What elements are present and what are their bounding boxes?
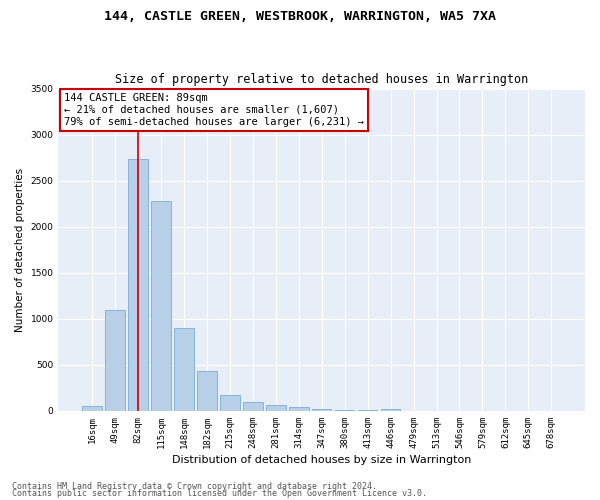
- X-axis label: Distribution of detached houses by size in Warrington: Distribution of detached houses by size …: [172, 455, 472, 465]
- Bar: [289, 408, 308, 411]
- Bar: [381, 408, 400, 411]
- Text: 144, CASTLE GREEN, WESTBROOK, WARRINGTON, WA5 7XA: 144, CASTLE GREEN, WESTBROOK, WARRINGTON…: [104, 10, 496, 23]
- Bar: [358, 410, 377, 411]
- Bar: [82, 406, 102, 411]
- Bar: [106, 310, 125, 411]
- Bar: [197, 372, 217, 411]
- Text: Contains public sector information licensed under the Open Government Licence v3: Contains public sector information licen…: [12, 489, 427, 498]
- Bar: [151, 201, 171, 411]
- Bar: [335, 410, 355, 411]
- Bar: [174, 328, 194, 411]
- Bar: [128, 160, 148, 411]
- Y-axis label: Number of detached properties: Number of detached properties: [15, 168, 25, 332]
- Bar: [266, 405, 286, 411]
- Bar: [312, 408, 331, 411]
- Text: 144 CASTLE GREEN: 89sqm
← 21% of detached houses are smaller (1,607)
79% of semi: 144 CASTLE GREEN: 89sqm ← 21% of detache…: [64, 94, 364, 126]
- Text: Contains HM Land Registry data © Crown copyright and database right 2024.: Contains HM Land Registry data © Crown c…: [12, 482, 377, 491]
- Bar: [220, 396, 239, 411]
- Title: Size of property relative to detached houses in Warrington: Size of property relative to detached ho…: [115, 73, 529, 86]
- Bar: [243, 402, 263, 411]
